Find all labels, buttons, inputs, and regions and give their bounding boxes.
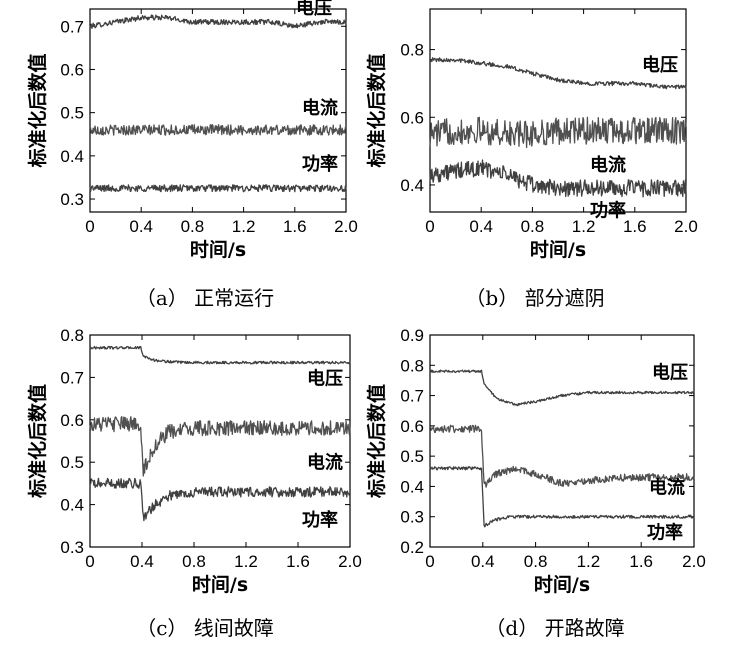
panel-b-xtick-label: 0.4 <box>469 217 493 236</box>
panel-d-ytick-label: 0.4 <box>400 477 424 496</box>
panel-a-xtick-label: 2.0 <box>334 217 358 236</box>
panel-b-series-label: 电流 <box>590 154 626 176</box>
panel-c-frame <box>89 334 351 548</box>
panel-d-xtick-label: 0.4 <box>471 552 495 571</box>
panel-d-ytick-label: 0.9 <box>400 326 424 345</box>
panel-b-x-axis-title: 时间/s <box>530 239 586 261</box>
panel-a-series-label: 电压 <box>296 0 332 19</box>
panel-c-xtick-label: 1.6 <box>286 552 310 571</box>
panel-b-xtick-label: 2.0 <box>674 217 698 236</box>
panel-d-ytick-label: 0.8 <box>400 356 424 375</box>
panel-b-series-line <box>429 159 687 198</box>
panel-b-ytick-label: 0.4 <box>400 176 424 195</box>
panel-b-series-label: 电压 <box>642 54 678 76</box>
panel-b-ytick-label: 0.8 <box>400 41 424 60</box>
panel-d-series-line <box>429 369 695 407</box>
panel-c-y-axis-title: 标准化后数值 <box>26 384 49 498</box>
panel-b-caption: （b） 部分遮阴 <box>465 286 604 310</box>
panel-d-series-label: 功率 <box>647 522 683 544</box>
panel-d-series-line <box>429 424 695 488</box>
panel-b-xtick-label: 0 <box>425 217 434 236</box>
panel-d-xtick-label: 0 <box>425 552 434 571</box>
panel-a-series-line <box>89 14 347 29</box>
panel-c-ytick-label: 0.8 <box>60 326 84 345</box>
panel-d-frame <box>429 334 695 548</box>
panel-a-xtick-label: 0.4 <box>129 217 153 236</box>
panel-c-ytick-label: 0.5 <box>60 453 84 472</box>
panel-a-xtick-label: 0.8 <box>181 217 205 236</box>
panel-c-xtick-label: 2.0 <box>338 552 362 571</box>
panel-b-series-line <box>429 57 687 90</box>
panel-a-frame <box>89 8 347 213</box>
panel-b-xtick-label: 1.2 <box>572 217 596 236</box>
panel-a-ytick-label: 0.3 <box>60 190 84 209</box>
panel-b-y-axis-title: 标准化后数值 <box>365 53 388 167</box>
panel-c-xtick-label: 1.2 <box>234 552 258 571</box>
panel-d-y-axis-title: 标准化后数值 <box>365 384 388 498</box>
panel-c-caption: （c） 线间故障 <box>136 616 274 640</box>
panel-a-series-label: 电流 <box>302 97 338 119</box>
panel-d-series-line <box>429 466 695 528</box>
panel-d-series-label: 电压 <box>652 362 688 384</box>
panel-d-xtick-label: 0.8 <box>524 552 548 571</box>
panel-d-ytick-label: 0.7 <box>400 387 424 406</box>
panel-b-series-line <box>429 116 687 149</box>
panel-b-ytick-label: 0.6 <box>400 108 424 127</box>
panel-a-series-line <box>89 124 347 136</box>
panel-c-xtick-label: 0.8 <box>182 552 206 571</box>
panel-c-ytick-label: 0.4 <box>60 496 84 515</box>
panel-a-xtick-label: 1.2 <box>232 217 256 236</box>
panel-a-ytick-label: 0.6 <box>60 60 84 79</box>
panel-a-xtick-label: 0 <box>85 217 94 236</box>
panel-c-xtick-label: 0 <box>85 552 94 571</box>
panel-a-caption: （a） 正常运行 <box>136 286 274 310</box>
panel-d-x-axis-title: 时间/s <box>534 574 590 596</box>
panel-d-ytick-label: 0.6 <box>400 417 424 436</box>
panel-b-frame <box>429 8 687 213</box>
panel-a-ytick-label: 0.4 <box>60 147 84 166</box>
panel-d-ytick-label: 0.3 <box>400 508 424 527</box>
panel-c-series-line <box>89 477 351 522</box>
panel-d-ytick-label: 0.2 <box>400 538 424 557</box>
panel-c-series-line <box>89 416 351 477</box>
panel-d-ytick-label: 0.5 <box>400 447 424 466</box>
panel-d-series-label: 电流 <box>649 476 685 498</box>
panel-c-ytick-label: 0.7 <box>60 368 84 387</box>
panel-c-ytick-label: 0.6 <box>60 411 84 430</box>
panel-a-series-label: 功率 <box>302 153 338 175</box>
panel-d-xtick-label: 1.6 <box>629 552 653 571</box>
panel-c-series-label: 功率 <box>302 509 338 531</box>
panel-d-caption: （d） 开路故障 <box>485 616 624 640</box>
panel-c-ytick-label: 0.3 <box>60 538 84 557</box>
panel-b-xtick-label: 1.6 <box>623 217 647 236</box>
panel-a-ytick-label: 0.7 <box>60 17 84 36</box>
panel-a-series-line <box>89 184 347 193</box>
panel-c-x-axis-title: 时间/s <box>192 574 248 596</box>
panel-c-series-line <box>89 345 351 365</box>
panel-a-x-axis-title: 时间/s <box>190 239 246 261</box>
panel-c-series-label: 电压 <box>307 368 343 390</box>
panel-a-ytick-label: 0.5 <box>60 104 84 123</box>
panel-d-xtick-label: 2.0 <box>682 552 706 571</box>
panel-c-series-label: 电流 <box>307 451 343 473</box>
panel-b-series-label: 功率 <box>590 199 626 221</box>
panel-a-y-axis-title: 标准化后数值 <box>26 53 49 167</box>
panel-a-xtick-label: 1.6 <box>283 217 307 236</box>
panel-b-xtick-label: 0.8 <box>521 217 545 236</box>
panel-d-xtick-label: 1.2 <box>577 552 601 571</box>
panel-c-xtick-label: 0.4 <box>130 552 154 571</box>
